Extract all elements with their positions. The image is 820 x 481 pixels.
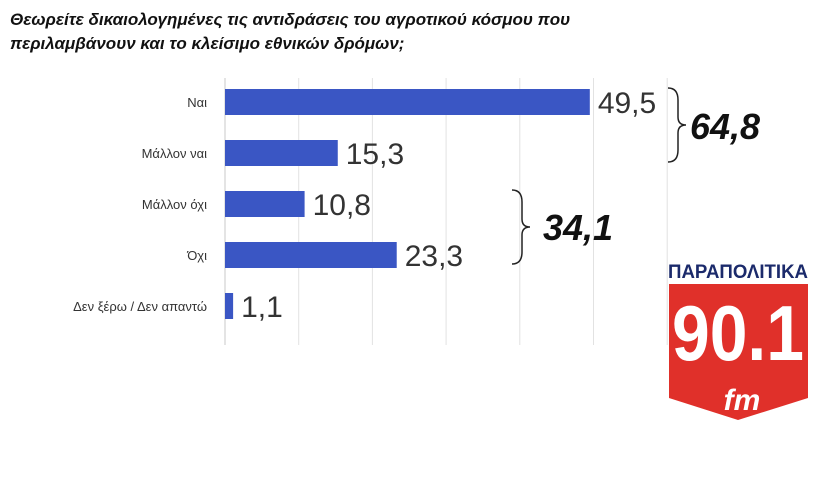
data-label: 10,8 xyxy=(313,189,371,222)
chart-title: Θεωρείτε δικαιολογημένες τις αντιδράσεις… xyxy=(10,10,571,53)
annotation-total: 64,8 xyxy=(690,106,760,147)
bar xyxy=(225,191,305,217)
category-label: Όχι xyxy=(186,248,207,263)
annotation-total: 34,1 xyxy=(543,207,613,248)
category-label: Μάλλον όχι xyxy=(142,197,207,212)
logo-top-text: ΠΑΡΑΠΟΛΙΤΙΚΑ xyxy=(668,262,808,283)
category-label: Δεν ξέρω / Δεν απαντώ xyxy=(73,299,207,314)
category-label: Μάλλον ναι xyxy=(142,146,208,161)
brace-icon xyxy=(511,189,531,265)
data-label: 23,3 xyxy=(405,240,463,273)
bar xyxy=(225,89,590,115)
logo-suffix: fm xyxy=(724,384,761,417)
bar xyxy=(225,140,338,166)
logo-shield xyxy=(669,284,808,420)
parapolitika-logo: ΠΑΡΑΠΟΛΙΤΙΚΑ 90.1 fm xyxy=(668,262,808,420)
data-label: 1,1 xyxy=(241,291,283,324)
bar xyxy=(225,242,397,268)
brace-icon xyxy=(667,87,687,163)
bar xyxy=(225,293,234,319)
category-label: Ναι xyxy=(187,95,207,110)
logo-number: 90.1 xyxy=(672,289,804,377)
data-label: 15,3 xyxy=(346,138,404,171)
data-label: 49,5 xyxy=(598,87,656,120)
